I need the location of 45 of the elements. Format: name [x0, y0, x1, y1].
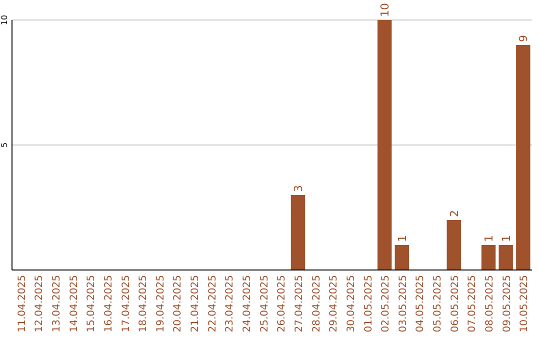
x-tick-label: 28.04.2025 [311, 275, 322, 332]
bar [481, 245, 496, 270]
bar [498, 245, 513, 270]
x-tick-label: 04.05.2025 [415, 275, 426, 332]
x-tick-label: 07.05.2025 [467, 275, 478, 332]
x-tick-label: 13.04.2025 [51, 275, 62, 332]
y-tick-label: 5 [0, 142, 9, 148]
x-tick-label: 27.04.2025 [294, 275, 305, 332]
x-tick-label: 18.04.2025 [138, 275, 150, 332]
x-tick-label: 15.04.2025 [86, 275, 98, 332]
x-tick-label: 06.05.2025 [450, 275, 461, 332]
x-tick-label: 20.04.2025 [172, 275, 184, 332]
bar [446, 220, 461, 270]
x-tick-label: 01.05.2025 [363, 275, 374, 332]
x-tick-label: 29.04.2025 [328, 275, 340, 332]
x-tick-label: 30.04.2025 [346, 275, 357, 332]
data-label: 9 [517, 35, 530, 42]
data-label: 10 [378, 3, 392, 17]
data-label: 1 [500, 235, 513, 242]
bar [516, 45, 530, 270]
data-label: 1 [482, 235, 496, 242]
x-tick-label: 11.04.2025 [16, 275, 28, 332]
x-tick-label: 21.04.2025 [190, 275, 202, 332]
x-tick-label: 23.04.2025 [224, 275, 236, 332]
bar [290, 195, 306, 270]
x-tick-label: 08.05.2025 [484, 275, 496, 332]
x-tick-label: 02.05.2025 [380, 275, 392, 332]
x-tick-label: 19.04.2025 [155, 275, 166, 332]
x-tick-label: 16.04.2025 [103, 275, 114, 332]
x-tick-label: 03.05.2025 [398, 275, 409, 332]
data-label: 1 [396, 235, 409, 242]
x-tick-label: 14.04.2025 [68, 275, 80, 332]
x-tick-label: 05.05.2025 [432, 275, 444, 332]
x-tick-label: 17.04.2025 [120, 275, 132, 332]
bar [394, 245, 410, 270]
data-label: 3 [292, 185, 305, 192]
x-tick-label: 10.05.2025 [519, 275, 530, 332]
x-tick-label: 24.04.2025 [242, 275, 254, 332]
x-tick-label: 09.05.2025 [502, 275, 513, 332]
bar [377, 20, 392, 270]
data-label: 2 [448, 210, 461, 217]
x-tick-label: 22.04.2025 [207, 275, 218, 332]
x-tick-label: 12.04.2025 [34, 275, 46, 332]
x-tick-label: 25.04.2025 [259, 275, 270, 332]
x-tick-label: 26.04.2025 [276, 275, 288, 332]
